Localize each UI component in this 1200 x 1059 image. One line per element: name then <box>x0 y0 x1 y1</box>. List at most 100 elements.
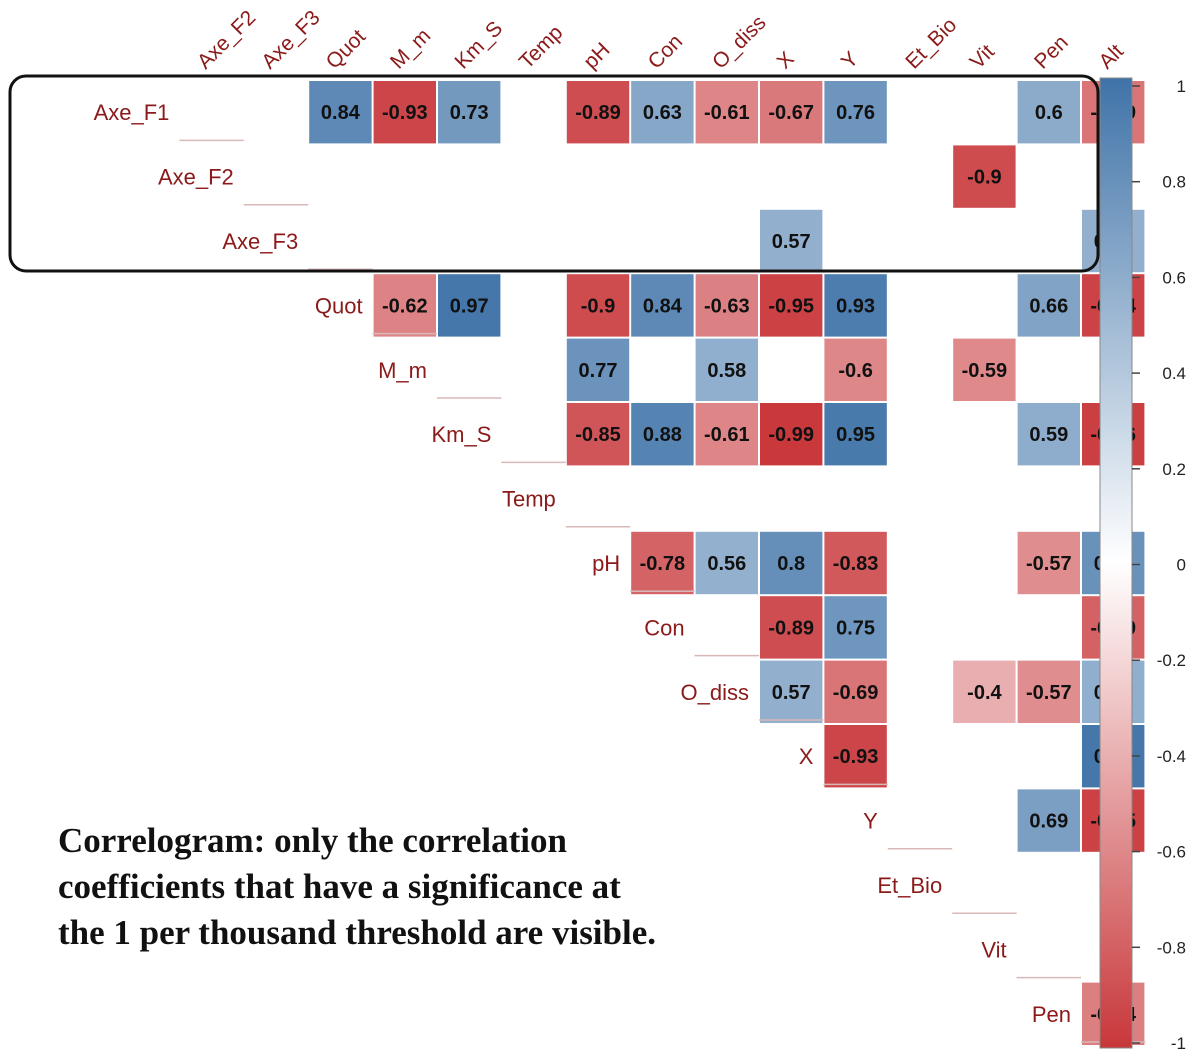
cell-value-label: 0.77 <box>579 360 618 382</box>
heatmap-cell <box>760 403 823 466</box>
row-label: Temp <box>502 487 556 512</box>
column-label: Axe_F2 <box>193 6 260 73</box>
heatmap-cell <box>309 81 372 144</box>
cell-value-label: 0.84 <box>643 295 683 317</box>
row-label: Vit <box>981 937 1006 962</box>
heatmap-cell <box>631 274 694 337</box>
row-label: Axe_F1 <box>94 100 170 125</box>
cell-value-label: -0.67 <box>768 102 814 124</box>
heatmap-cell <box>631 81 694 144</box>
heatmap-cell <box>566 338 630 401</box>
cell-value-label: 0.59 <box>1029 424 1068 446</box>
heatmap-cell <box>695 531 758 595</box>
column-label: M_m <box>386 24 435 73</box>
heatmap-cell <box>760 660 823 723</box>
row-label: Y <box>863 809 878 834</box>
cell-value-label: 0.6 <box>1035 102 1063 124</box>
cell-value-label: 0.88 <box>643 424 682 446</box>
heatmap-cell <box>438 81 501 144</box>
colorbar-tick-label: 0.8 <box>1162 173 1186 192</box>
heatmap-cell <box>566 81 630 144</box>
cell-value-label: 0.76 <box>836 102 875 124</box>
row-label: M_m <box>378 358 427 383</box>
cell-value-label: -0.62 <box>382 295 428 317</box>
cell-value-label: -0.57 <box>1026 553 1072 575</box>
column-label: Temp <box>515 21 568 74</box>
heatmap-cell <box>1017 531 1080 595</box>
heatmap-cell <box>760 209 823 273</box>
column-label: Y <box>837 47 863 73</box>
column-label: Et_Bio <box>901 14 961 74</box>
row-label: pH <box>592 551 620 576</box>
row-label: X <box>799 744 814 769</box>
column-label: O_diss <box>708 11 770 73</box>
row-label: Con <box>644 615 684 640</box>
heatmap-cell <box>695 81 758 144</box>
cell-value-label: -0.63 <box>704 295 750 317</box>
heatmap-cell <box>824 403 887 466</box>
heatmap-cell <box>373 81 436 144</box>
highlight-frame <box>8 74 1100 273</box>
cell-value-label: 0.56 <box>707 553 746 575</box>
heatmap-cell <box>1017 81 1080 144</box>
heatmap-cell <box>824 660 887 723</box>
colorbar-tick-label: -0.6 <box>1157 843 1186 862</box>
colorbar-tick-label: -0.8 <box>1157 938 1186 957</box>
cell-value-label: -0.57 <box>1026 682 1072 704</box>
colorbar-tick-label: -0.4 <box>1157 747 1186 766</box>
cell-value-label: 0.8 <box>777 553 805 575</box>
column-label: Quot <box>322 25 371 74</box>
heatmap-cell <box>1017 403 1080 466</box>
heatmap-cell <box>695 338 758 401</box>
heatmap-cell <box>953 145 1016 208</box>
column-label: Vit <box>966 40 999 73</box>
row-label: Axe_F2 <box>158 165 234 190</box>
column-label: Con <box>644 30 688 74</box>
heatmap-cell <box>1017 789 1080 852</box>
column-label: X <box>772 47 798 73</box>
cell-value-label: -0.9 <box>967 167 1001 189</box>
cell-value-label: -0.89 <box>768 617 814 639</box>
heatmap-cells: 0.84 -0.93 0.73 -0.89 0.63 -0.61 -0.67 0.76 0.6 -… <box>309 81 1145 1045</box>
heatmap-cell <box>824 596 887 659</box>
colorbar-tick-label: 1 <box>1177 77 1186 96</box>
chart-caption: Correlogram: only the correlation coeffi… <box>58 821 657 952</box>
cell-value-label: -0.93 <box>833 746 879 768</box>
heatmap-cell <box>953 660 1016 723</box>
cell-value-label: 0.66 <box>1029 295 1068 317</box>
cell-value-label: -0.69 <box>833 682 879 704</box>
cell-value-label: -0.99 <box>768 424 814 446</box>
heatmap-cell <box>824 531 887 595</box>
row-label: Quot <box>315 293 363 318</box>
cell-value-label: 0.57 <box>772 682 811 704</box>
heatmap-cell <box>438 274 501 337</box>
cell-value-label: -0.89 <box>575 102 621 124</box>
column-label: Pen <box>1030 31 1073 74</box>
cell-value-label: 0.58 <box>707 360 746 382</box>
cell-value-label: 0.95 <box>836 424 875 446</box>
cell-value-label: 0.57 <box>772 231 811 253</box>
colorbar-tick-label: -0.2 <box>1157 651 1186 670</box>
cell-value-label: -0.9 <box>581 295 615 317</box>
heatmap-cell <box>631 403 694 466</box>
colorbar-tick-label: 0.2 <box>1162 460 1186 479</box>
cell-value-label: -0.61 <box>704 424 750 446</box>
heatmap-cell <box>824 81 887 144</box>
heatmap-cell <box>824 338 887 401</box>
cell-value-label: 0.97 <box>450 295 489 317</box>
colorbar <box>1099 77 1133 1049</box>
heatmap-cell <box>695 403 758 466</box>
column-label: pH <box>579 38 614 73</box>
cell-value-label: -0.95 <box>768 295 814 317</box>
cell-value-label: -0.4 <box>967 682 1002 704</box>
cell-value-label: 0.75 <box>836 617 875 639</box>
heatmap-cell <box>760 81 823 144</box>
cell-value-label: -0.59 <box>962 360 1008 382</box>
heatmap-cell <box>824 274 887 337</box>
heatmap-cell <box>760 596 823 659</box>
heatmap-cell <box>824 725 887 788</box>
cell-value-label: 0.73 <box>450 102 489 124</box>
heatmap-cell <box>373 274 436 337</box>
